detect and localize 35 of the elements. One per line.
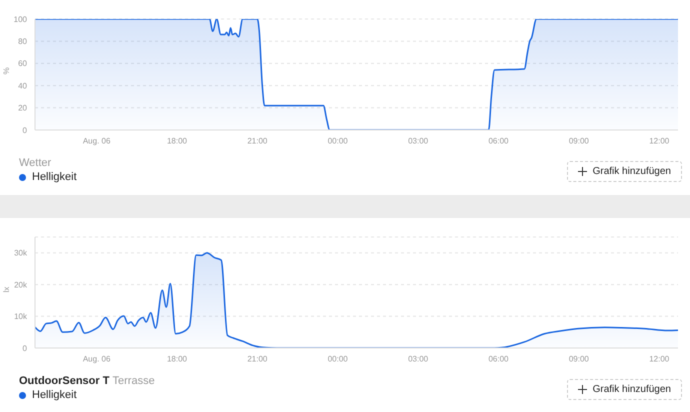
x-tick-label: 00:00 <box>328 354 348 364</box>
text: Terrasse <box>112 375 155 387</box>
x-tick-label: Aug. 06 <box>82 136 111 146</box>
x-tick-label: 09:00 <box>568 354 590 364</box>
y-tick-label: 10k <box>14 312 28 322</box>
y-tick-label: 80 <box>18 37 28 46</box>
x-tick-label: 18:00 <box>166 136 188 146</box>
y-tick-label: 0 <box>22 344 28 353</box>
text: Grafik hinzufügen <box>592 166 671 177</box>
text: Grafik hinzufügen <box>592 384 671 395</box>
text: Wetter <box>19 157 52 169</box>
y-axis-title: lx <box>2 286 11 292</box>
x-tick-label: 06:00 <box>488 354 510 364</box>
x-tick-label: 12:00 <box>649 354 670 364</box>
legend-label: Helligkeit <box>32 389 77 401</box>
x-tick-label: 21:00 <box>247 354 268 364</box>
y-tick-label: 20k <box>14 280 28 290</box>
y-tick-label: 60 <box>18 59 28 68</box>
x-tick-label: 18:00 <box>166 354 188 364</box>
text: OutdoorSensor T <box>19 375 110 387</box>
x-tick-label: Aug. 06 <box>82 354 111 364</box>
y-tick-label: 30k <box>14 248 28 258</box>
y-tick-label: 100 <box>14 14 28 24</box>
x-tick-label: 06:00 <box>488 136 510 146</box>
y-tick-label: 20 <box>18 104 28 113</box>
x-tick-label: 03:00 <box>408 136 429 146</box>
x-tick-label: 03:00 <box>408 354 429 364</box>
x-tick-label: 12:00 <box>649 136 670 146</box>
x-tick-label: 00:00 <box>328 136 348 146</box>
y-axis-title: % <box>2 67 11 74</box>
x-tick-label: 21:00 <box>247 136 268 146</box>
y-tick-label: 40 <box>18 81 28 90</box>
x-tick-label: 09:00 <box>568 136 590 146</box>
legend-label: Helligkeit <box>32 171 77 183</box>
y-tick-label: 0 <box>22 126 28 135</box>
